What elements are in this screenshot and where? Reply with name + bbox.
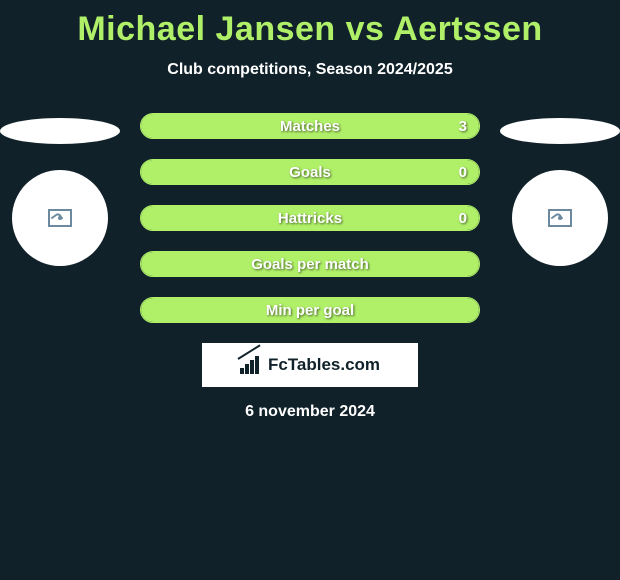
placeholder-image-icon bbox=[548, 209, 572, 227]
stat-row: Min per goal bbox=[140, 297, 480, 323]
stat-label: Hattricks bbox=[278, 210, 342, 227]
stat-label: Min per goal bbox=[266, 302, 354, 319]
stat-value-right: 0 bbox=[459, 164, 467, 181]
stat-row: Goals per match bbox=[140, 251, 480, 277]
stat-row: Matches 3 bbox=[140, 113, 480, 139]
subtitle: Club competitions, Season 2024/2025 bbox=[0, 61, 620, 79]
stat-value-right: 3 bbox=[459, 118, 467, 135]
page-title: Michael Jansen vs Aertssen bbox=[0, 0, 620, 49]
player-right-ellipse bbox=[500, 118, 620, 144]
placeholder-image-icon bbox=[48, 209, 72, 227]
stats-container: Matches 3 Goals 0 Hattricks 0 Goals per match M… bbox=[140, 113, 480, 323]
stat-value-right: 0 bbox=[459, 210, 467, 227]
player-right-panel bbox=[500, 118, 620, 266]
player-right-avatar bbox=[512, 170, 608, 266]
stat-label: Goals per match bbox=[251, 256, 369, 273]
player-left-panel bbox=[0, 118, 120, 266]
stat-label: Matches bbox=[280, 118, 340, 135]
fctables-logo: FcTables.com bbox=[202, 343, 418, 387]
bar-chart-icon bbox=[240, 356, 262, 374]
stat-row: Hattricks 0 bbox=[140, 205, 480, 231]
player-left-ellipse bbox=[0, 118, 120, 144]
logo-text: FcTables.com bbox=[268, 355, 380, 375]
comparison-date: 6 november 2024 bbox=[0, 403, 620, 421]
player-left-avatar bbox=[12, 170, 108, 266]
stat-label: Goals bbox=[289, 164, 331, 181]
stat-row: Goals 0 bbox=[140, 159, 480, 185]
